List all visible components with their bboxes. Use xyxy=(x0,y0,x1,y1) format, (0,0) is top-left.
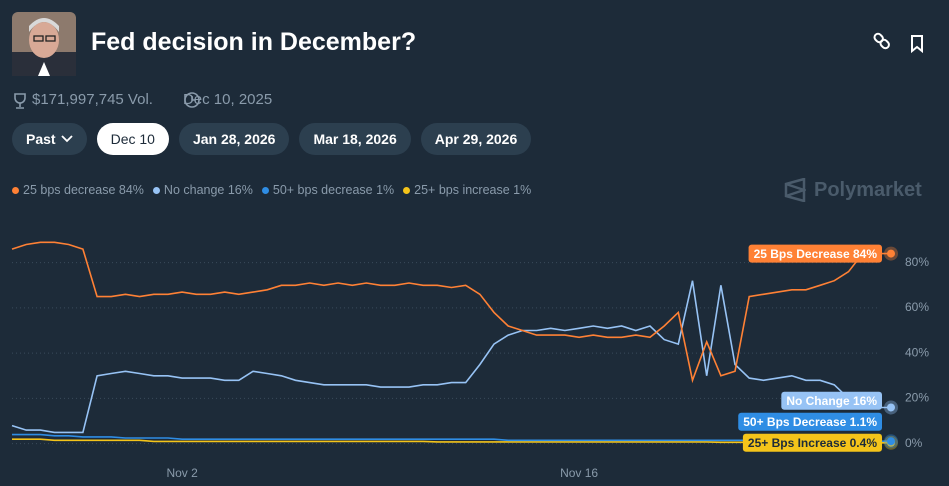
end-dot xyxy=(887,403,895,412)
end-tag xyxy=(738,412,882,431)
watermark-text: Polymarket xyxy=(814,178,922,201)
y-tick-label: 60% xyxy=(905,300,929,314)
avatar xyxy=(12,12,76,76)
legend-label: No change 16% xyxy=(163,183,253,197)
legend-item: 25+ bps increase 1% xyxy=(403,183,531,197)
series-line xyxy=(11,241,891,384)
end-tag xyxy=(781,391,882,410)
volume: $171,997,745 Vol. xyxy=(32,91,153,108)
legend-dot xyxy=(261,187,269,194)
y-tick-label: 80% xyxy=(905,255,929,269)
bookmark-icon[interactable] xyxy=(911,35,923,54)
stats: $171,997,745 Vol. Dec 10, 2025 xyxy=(14,91,272,108)
x-tick-label: Nov 16 xyxy=(560,466,598,480)
trophy-icon xyxy=(14,93,26,109)
legend-label: 25+ bps increase 1% xyxy=(414,183,532,197)
tab[interactable]: Past xyxy=(12,123,87,155)
title: Fed decision in December? xyxy=(91,28,417,56)
legend-dot xyxy=(152,187,160,194)
end-tag-label: 25+ Bps Increase 0.4% xyxy=(748,436,877,450)
end-date: Dec 10, 2025 xyxy=(182,91,273,108)
end-tag xyxy=(742,433,882,452)
legend-label: 25 bps decrease 84% xyxy=(23,183,144,197)
watermark-logo xyxy=(784,178,806,202)
legend-dot xyxy=(403,187,411,194)
end-dot xyxy=(887,437,895,446)
watermark: Polymarket xyxy=(784,178,922,202)
x-tick-label: Nov 2 xyxy=(166,466,198,480)
y-tick-label: 0% xyxy=(905,436,923,450)
tab[interactable]: Dec 10 xyxy=(96,123,169,155)
legend-item: 25 bps decrease 84% xyxy=(12,183,144,197)
end-tag-label: 50+ Bps Decrease 1.1% xyxy=(743,415,877,429)
end-tag xyxy=(748,244,882,263)
tab[interactable]: Mar 18, 2026 xyxy=(299,123,411,155)
y-tick-label: 40% xyxy=(905,345,929,359)
y-tick-label: 20% xyxy=(905,391,929,405)
clock-icon xyxy=(184,92,200,108)
chevron xyxy=(60,135,73,143)
link-icon[interactable] xyxy=(873,32,890,50)
end-tag-label: 25 Bps Decrease 84% xyxy=(754,247,878,261)
legend: 25 bps decrease 84% No change 16% 50+ bps … xyxy=(12,183,531,197)
legend-item: No change 16% xyxy=(152,183,253,197)
end-dot xyxy=(887,249,895,258)
tab[interactable]: Jan 28, 2026 xyxy=(178,123,290,155)
series-line xyxy=(11,280,891,434)
legend-dot xyxy=(12,187,19,194)
tab[interactable]: Apr 29, 2026 xyxy=(420,123,532,155)
legend-item: 50+ bps decrease 1% xyxy=(261,183,395,197)
end-tag-label: No Change 16% xyxy=(786,394,877,408)
legend-label: 50+ bps decrease 1% xyxy=(272,183,395,197)
tabs: Past Dec 10 Jan 28, 2026 Mar 18, 2026 Apr 29… xyxy=(12,123,532,155)
